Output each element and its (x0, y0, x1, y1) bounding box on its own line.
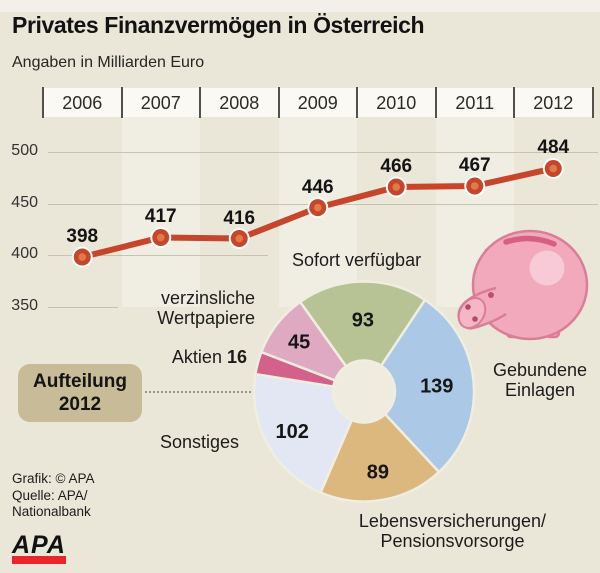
apa-logo: APA (12, 531, 66, 559)
value-label-398: 398 (66, 226, 99, 248)
year-label-2012: 2012 (533, 92, 574, 113)
pig-eye (488, 292, 494, 298)
gebundene-line2: Einlagen (504, 380, 576, 401)
column-stripe (278, 117, 357, 307)
lebens-line1: Lebensversicherungen/ (358, 511, 547, 531)
label-sonstiges: Sonstiges (160, 432, 240, 452)
pie-segment-verzinsliche-wertpapiere (259, 300, 348, 382)
label-verzinsliche-line1: verzinsliche (160, 288, 255, 308)
year-separator (277, 87, 280, 118)
credit-grafik: Grafik: © APA (12, 471, 95, 486)
gebundene-line1: Gebundene (492, 360, 588, 380)
subtitle: Angaben in Milliarden Euro (12, 54, 205, 71)
value-label-467: 467 (458, 154, 491, 176)
gridline-350 (48, 306, 118, 308)
pie-value-102: 102 (275, 421, 308, 443)
year-separator (434, 87, 437, 118)
gridline-500 (48, 152, 598, 153)
top-strip (0, 0, 600, 12)
label-aktien: Aktien 16 (97, 347, 247, 367)
data-point-2012 (544, 159, 562, 177)
year-label-2009: 2009 (297, 92, 338, 113)
aktien-text: Aktien (171, 347, 222, 367)
value-label-466: 466 (380, 156, 413, 178)
pig-highlight (529, 250, 565, 286)
value-label-416: 416 (223, 207, 256, 229)
aktien-value: 16 (226, 347, 247, 367)
pie-segment-aktien (253, 350, 337, 389)
badge-connector-dotted-line (145, 391, 255, 393)
pig-nostril-2 (472, 316, 478, 322)
ytick-label-450: 450 (11, 193, 38, 211)
data-point-2008 (228, 228, 250, 250)
ytick-label-350: 350 (11, 296, 38, 314)
pie-value-139: 139 (420, 376, 453, 398)
aufteilung-2012-badge: Aufteilung 2012 (18, 364, 142, 422)
year-label-2006: 2006 (62, 92, 103, 113)
credits: Grafik: © APA Quelle: APA/ Nationalbank (12, 471, 94, 521)
label-lebensversicherungen: Lebensversicherungen/ Pensionsvorsorge (330, 511, 575, 552)
value-label-417: 417 (144, 206, 177, 228)
pig-coin-slot (503, 235, 557, 247)
label-gebundene-einlagen: Gebundene Einlagen (477, 360, 600, 401)
ytick-label-500: 500 (11, 142, 38, 159)
lebens-line2: Pensionsvorsorge (380, 531, 525, 552)
year-label-2010: 2010 (376, 92, 417, 113)
label-verzinsliche-line2: Wertpapiere (157, 308, 255, 329)
year-separator (120, 87, 123, 118)
year-label-2011: 2011 (455, 92, 495, 113)
year-separator (591, 87, 594, 118)
label-sofort-verfuegbar: Sofort verfügbar (292, 250, 422, 270)
ytick-label-400: 400 (11, 245, 38, 262)
year-label-2007: 2007 (140, 92, 181, 113)
value-label-446: 446 (301, 176, 334, 198)
credit-quelle2: Nationalbank (12, 504, 91, 519)
data-point-2008 (235, 234, 244, 243)
data-point-2006 (71, 246, 93, 268)
year-separator (199, 87, 201, 118)
gridline-450 (48, 203, 598, 205)
data-point-2006 (73, 248, 91, 266)
donut-hole (334, 361, 394, 422)
credit-quelle: Quelle: APA/ (12, 487, 88, 503)
year-separator (513, 87, 515, 118)
data-point-2008 (230, 230, 248, 248)
pie-value-45: 45 (288, 331, 310, 353)
badge-line2: 2012 (58, 394, 102, 415)
data-point-2010 (385, 176, 407, 198)
year-row-background (43, 88, 593, 117)
pig-nostril-1 (465, 304, 471, 310)
piggy-bank-icon (457, 229, 589, 341)
data-point-2012 (549, 164, 558, 173)
apa-logo-red-bar (12, 556, 66, 564)
data-point-2012 (542, 157, 564, 179)
pie-value-89: 89 (367, 461, 389, 483)
value-label-484: 484 (537, 137, 570, 159)
label-verzinsliche-wertpapiere: verzinsliche Wertpapiere (105, 288, 255, 329)
pig-snout-face (457, 297, 487, 329)
gridline-400 (48, 255, 268, 256)
pie-segment-lebensversicherungen-pensionsvorsorge (318, 412, 441, 503)
year-label-2008: 2008 (219, 92, 260, 113)
data-point-2010 (387, 178, 405, 196)
data-point-2010 (392, 183, 401, 191)
page-title: Privates Finanzvermögen in Österreich (12, 12, 425, 38)
pie-value-93: 93 (352, 310, 374, 332)
year-separator (42, 87, 44, 118)
badge-line1: Aufteilung (33, 370, 127, 392)
year-separator (356, 87, 358, 118)
